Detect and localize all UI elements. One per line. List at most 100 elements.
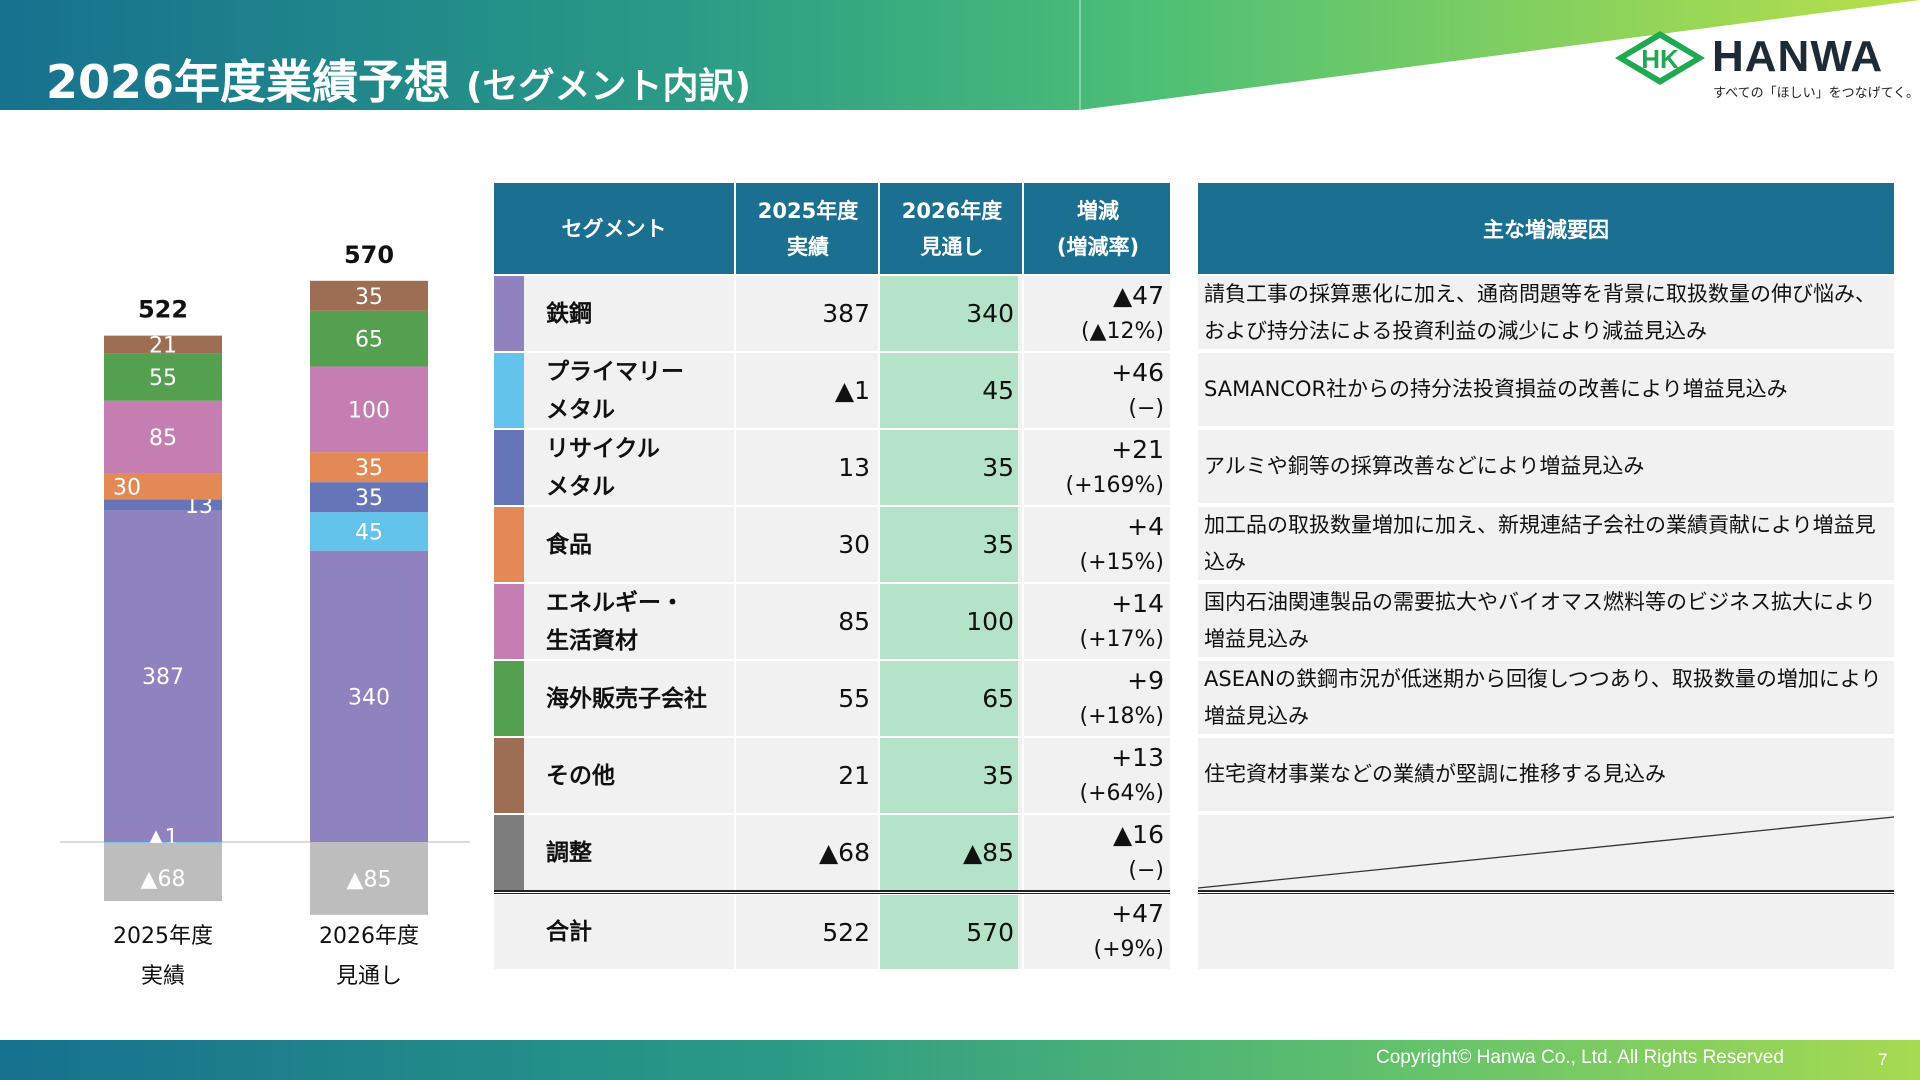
bar-segment-recycle_metal <box>104 499 222 511</box>
bar-value-label: 85 <box>149 426 177 451</box>
change-cell: +4 (+15%) <box>1022 507 1170 582</box>
header-segment-label: セグメント <box>561 216 667 241</box>
bar-segment-food <box>310 452 428 483</box>
bar-value-label: ▲68 <box>141 867 186 892</box>
segment-name: 海外販売子会社 <box>546 661 736 736</box>
bar-value-label: 30 <box>113 475 141 500</box>
segment-name: プライマリー メタル <box>546 353 736 428</box>
reason-text: SAMANCOR社からの持分法投資損益の改善により増益見込み <box>1204 377 1788 401</box>
value-fy2026: 35 <box>878 430 1018 505</box>
segment-name-line1: 調整 <box>546 839 592 866</box>
bar-segment-primary_metal <box>310 512 428 551</box>
reasons-header-label: 主な増減要因 <box>1483 217 1609 242</box>
page-title-main: 2026年度業績予想 <box>46 55 451 109</box>
table-row: リサイクル メタル 13 35 +21 (+169%) <box>494 430 1170 507</box>
diagonal-slash-icon <box>1198 816 1894 889</box>
bar-segment-steel <box>310 550 428 842</box>
logo-mark-text: HK <box>1641 44 1679 74</box>
table-row: その他 21 35 +13 (+64%) <box>494 738 1170 815</box>
bar-segment-primary_metal <box>104 842 222 843</box>
bar-segment-steel <box>104 510 222 842</box>
bar-total-label: 522 <box>138 296 188 324</box>
segment-name-line1: その他 <box>546 762 615 789</box>
segment-name: エネルギー・ 生活資材 <box>546 584 736 659</box>
table-row: 食品 30 35 +4 (+15%) <box>494 507 1170 584</box>
copyright: Copyright© Hanwa Co., Ltd. All Rights Re… <box>1376 1047 1784 1068</box>
change-amount: +21 <box>1111 434 1164 464</box>
total-label: 合計 <box>546 919 592 945</box>
table-row: エネルギー・ 生活資材 85 100 +14 (+17%) <box>494 584 1170 661</box>
segment-name: 鉄鋼 <box>546 276 736 351</box>
change-cell: ▲16 (−) <box>1022 815 1170 890</box>
page-number: 7 <box>1878 1050 1888 1069</box>
value-fy2025: 30 <box>734 507 880 582</box>
header-segment: セグメント <box>494 183 734 274</box>
table-row: 鉄鋼 387 340 ▲47 (▲12%) <box>494 276 1170 353</box>
category-label-line2: 見通し <box>336 964 402 989</box>
segment-name-line1: エネルギー・ <box>546 589 684 616</box>
header-fy2025-year: 2025年度 <box>757 198 859 223</box>
change-amount: +14 <box>1111 588 1164 618</box>
segment-name-line2: メタル <box>546 473 615 500</box>
reason-row-total-blank <box>1198 895 1894 969</box>
reason-row: 国内石油関連製品の需要拡大やバイオマス燃料等のビジネス拡大により増益見込み <box>1198 584 1894 659</box>
segment-name-line1: プライマリー <box>546 358 684 385</box>
segment-color-swatch <box>494 353 524 428</box>
change-rate: (+17%) <box>1079 626 1165 652</box>
bar-segment-other <box>310 280 428 311</box>
segment-color-swatch <box>494 738 524 813</box>
category-label-line1: 2025年度 <box>113 924 213 949</box>
segment-name-line1: 鉄鋼 <box>546 300 592 327</box>
bar-value-label: 35 <box>355 456 383 481</box>
table-total-row: 合計 522 570 +47 (+9%) <box>494 895 1170 971</box>
category-label-line1: 2026年度 <box>319 924 419 949</box>
table-header: セグメント 2025年度 実績 2026年度 見通し 増減 (増減率) <box>494 183 1170 274</box>
segment-stacked-bar-chart: 387▲11330855521▲685222025年度実績34045353510… <box>60 241 470 989</box>
value-fy2026: 35 <box>878 738 1018 813</box>
change-amount: ▲16 <box>1112 819 1164 849</box>
change-amount: +9 <box>1127 665 1164 695</box>
value-fy2025: ▲1 <box>734 353 880 428</box>
segment-name-line1: 海外販売子会社 <box>546 685 707 712</box>
bar-value-label: 100 <box>348 398 390 423</box>
reason-row: 加工品の取扱数量増加に加え、新規連結子会社の業績貢献により増益見込み <box>1198 507 1894 582</box>
reason-row: SAMANCOR社からの持分法投資損益の改善により増益見込み <box>1198 353 1894 428</box>
bar-value-label: 55 <box>149 366 177 391</box>
reason-row: ASEANの鉄鋼市況が低迷期から回復しつつあり、取扱数量の増加により増益見込み <box>1198 661 1894 736</box>
reason-text: アルミや銅等の採算改善などにより増益見込み <box>1204 454 1645 478</box>
header-fy2026: 2026年度 見通し <box>878 183 1024 274</box>
bar-segment-other <box>104 335 222 354</box>
change-cell: +13 (+64%) <box>1022 738 1170 813</box>
hk-logo-icon: HK <box>1615 31 1705 85</box>
bar-value-label: 45 <box>355 520 383 545</box>
header-change-label: 増減 <box>1077 198 1119 223</box>
value-fy2025: 21 <box>734 738 880 813</box>
page-title-subtitle: (セグメント内訳) <box>466 66 751 107</box>
change-cell: ▲47 (▲12%) <box>1022 276 1170 351</box>
value-fy2025: 387 <box>734 276 880 351</box>
table-row: 海外販売子会社 55 65 +9 (+18%) <box>494 661 1170 738</box>
reasons-total-separator <box>1198 890 1894 894</box>
logo-wordmark: HANWA <box>1712 32 1884 81</box>
bar-value-label: 35 <box>355 285 383 310</box>
segment-color-swatch <box>494 815 524 890</box>
table-row: プライマリー メタル ▲1 45 +46 (−) <box>494 353 1170 430</box>
change-rate: (▲12%) <box>1081 318 1164 344</box>
total-change-rate: (+9%) <box>1093 937 1164 962</box>
reason-text: 加工品の取扱数量増加に加え、新規連結子会社の業績貢献により増益見込み <box>1204 512 1876 574</box>
reason-row: 請負工事の採算悪化に加え、通商問題等を背景に取扱数量の伸び悩み、および持分法によ… <box>1198 276 1894 351</box>
bar-segment-recycle_metal <box>310 482 428 513</box>
bar-value-label: ▲85 <box>347 867 392 892</box>
segment-color-swatch <box>494 430 524 505</box>
value-fy2025: 13 <box>734 430 880 505</box>
bar-total-label: 570 <box>344 241 394 269</box>
header-fy2025: 2025年度 実績 <box>734 183 880 274</box>
change-amount: ▲47 <box>1112 280 1164 310</box>
change-rate: (+18%) <box>1079 703 1165 729</box>
bar-value-label: 387 <box>142 665 184 690</box>
value-fy2026: 35 <box>878 507 1018 582</box>
change-cell: +9 (+18%) <box>1022 661 1170 736</box>
total-fy2025: 522 <box>734 895 880 969</box>
total-fy2026: 570 <box>878 895 1018 969</box>
footer-band <box>0 1040 1920 1080</box>
